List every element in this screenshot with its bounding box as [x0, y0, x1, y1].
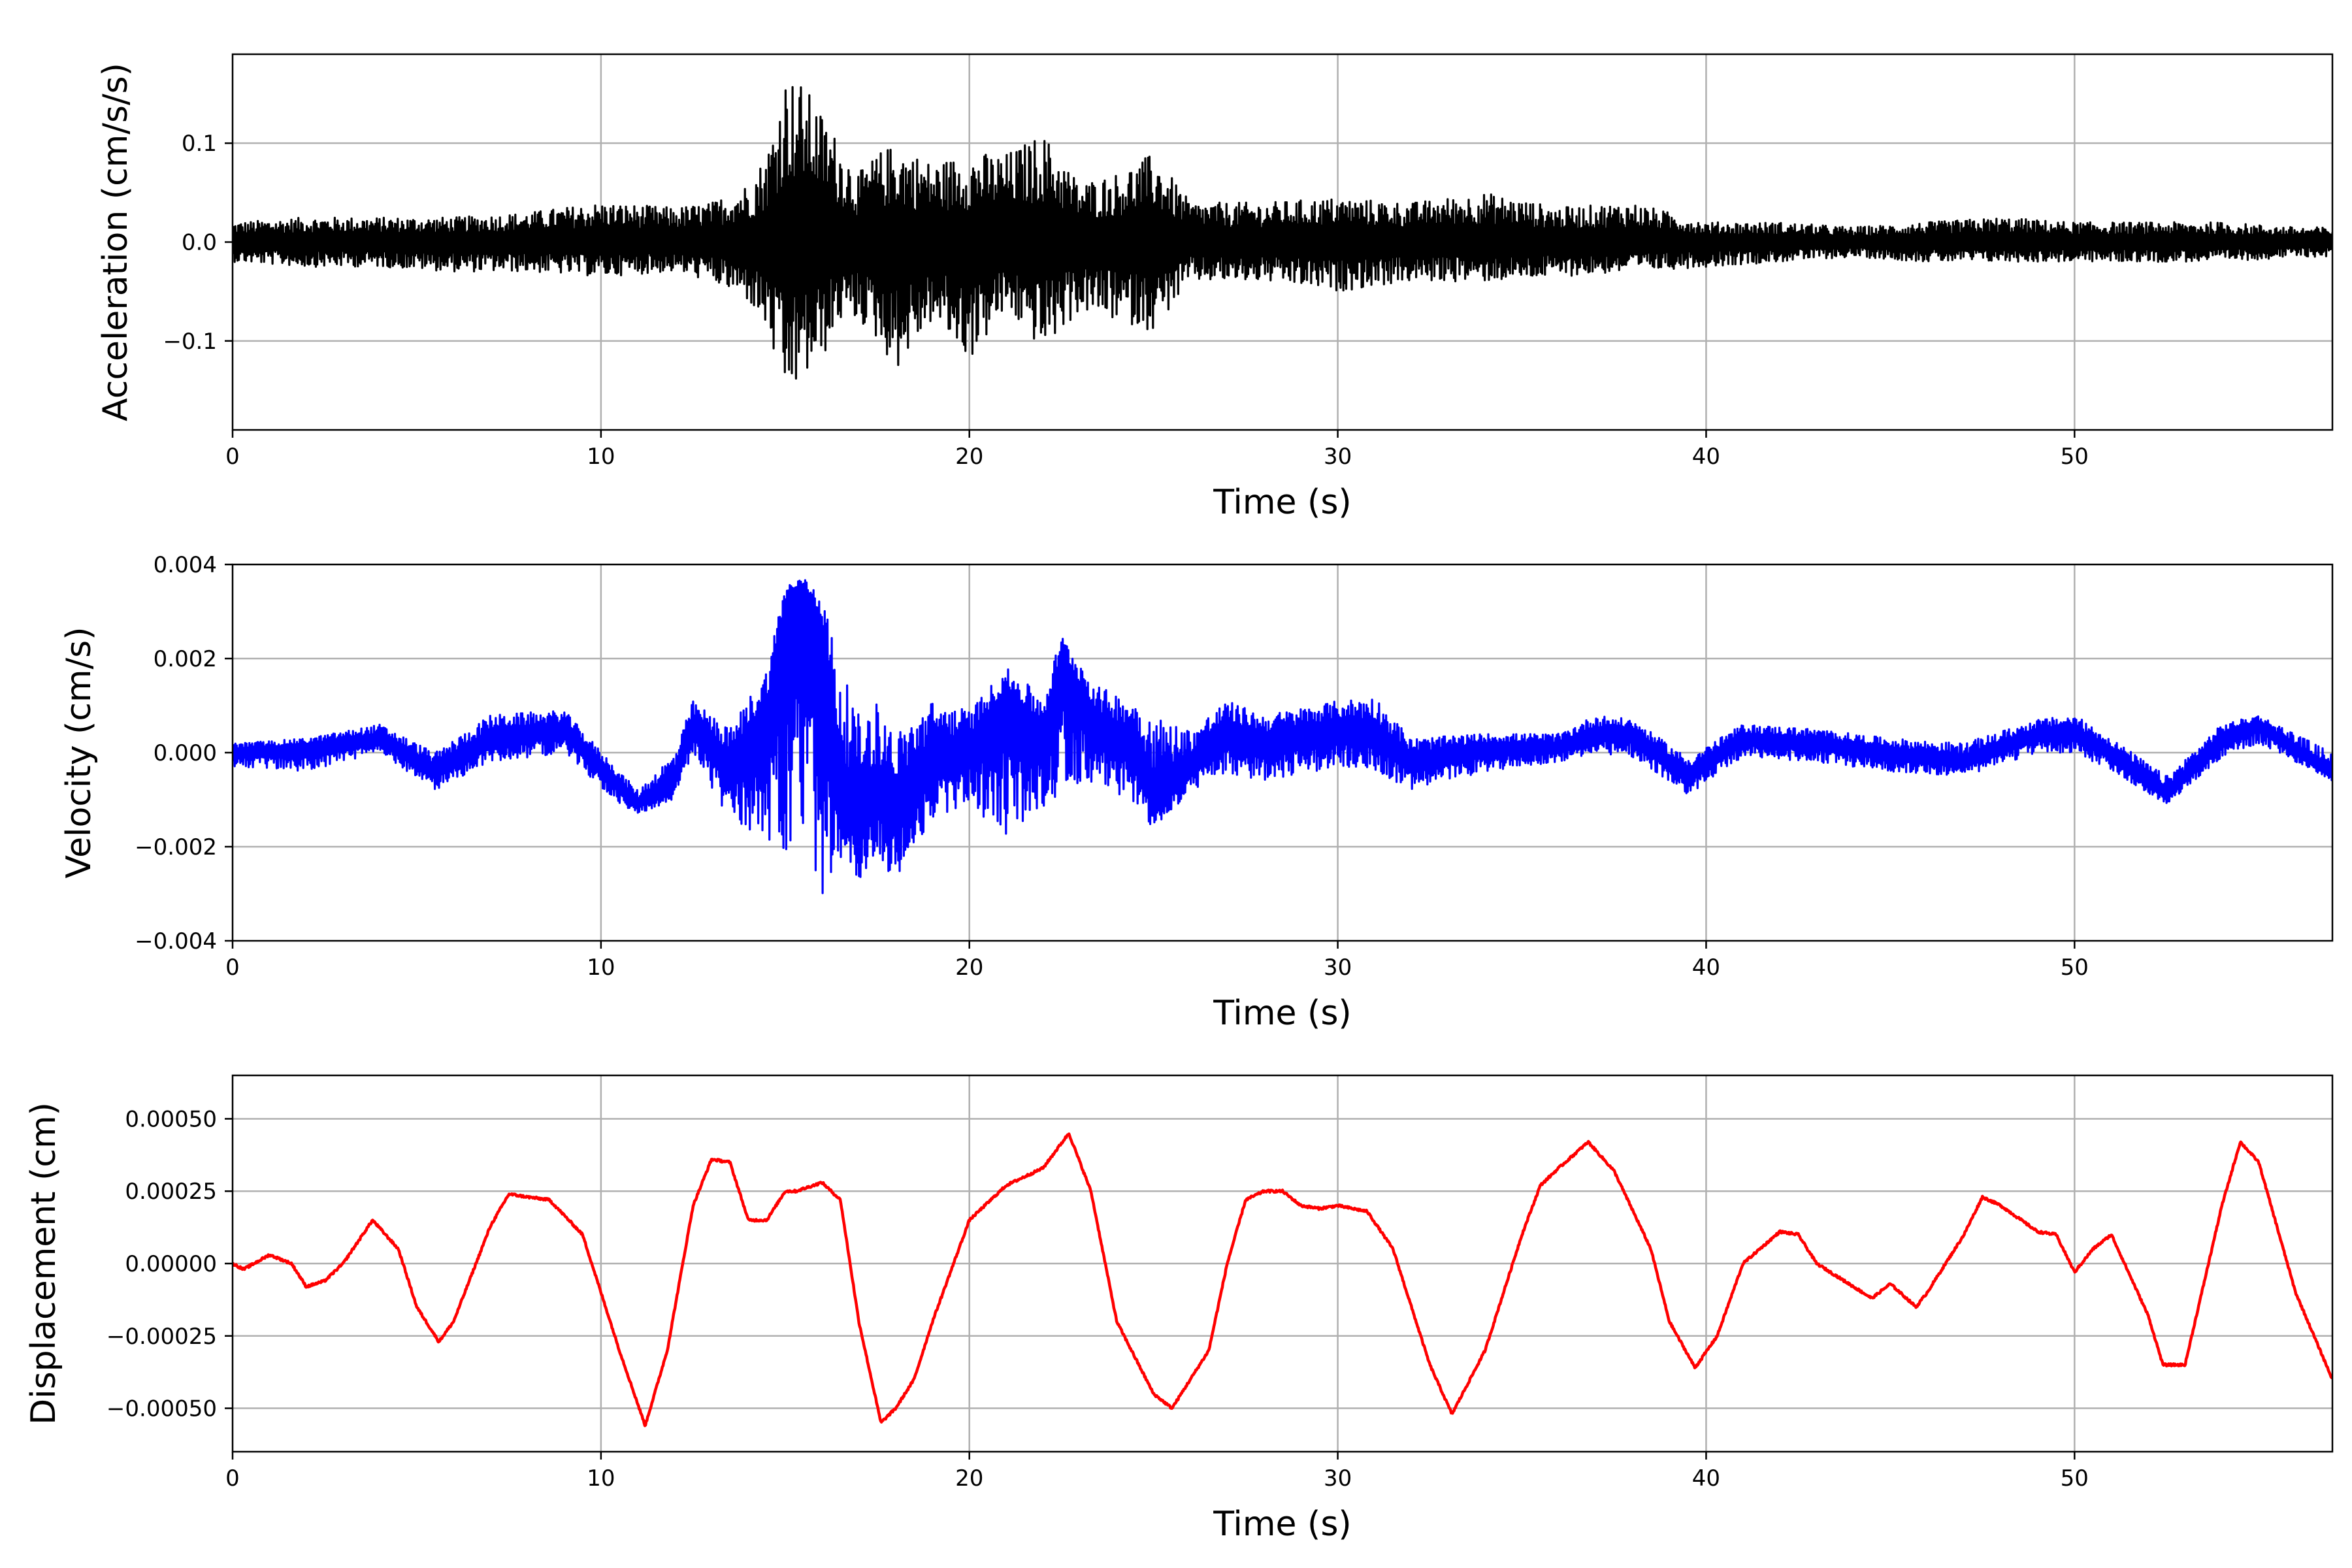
x-tick-label: 40 [1692, 955, 1720, 981]
y-tick-label: 0.00025 [125, 1179, 217, 1205]
panel-velocity: 0 10 20 30 40 50 −0.004 −0.002 0.000 0.002 0.004 Ti… [59, 552, 2334, 1033]
x-tick-label: 0 [225, 444, 240, 470]
y-tick-label: 0.000 [154, 740, 217, 766]
x-tick-label: 30 [1324, 1465, 1352, 1492]
y-tick-label: 0.0 [182, 230, 217, 256]
series-line-acceleration [233, 86, 2332, 380]
y-tick-label: −0.004 [135, 928, 217, 955]
x-tick-label: 20 [955, 955, 983, 981]
x-axis-label: Time (s) [1213, 483, 1351, 522]
x-tick-label: 10 [587, 444, 615, 470]
x-axis-label: Time (s) [1213, 994, 1351, 1033]
x-tick-label: 40 [1692, 444, 1720, 470]
y-tick-label: 0.002 [154, 646, 217, 672]
x-tick-label: 0 [225, 955, 240, 981]
panel-acceleration: 0 10 20 30 40 50 −0.1 0.0 0.1 Time (s) Acceleratio… [96, 53, 2334, 522]
x-tick-label: 30 [1324, 955, 1352, 981]
x-tick-label: 30 [1324, 444, 1352, 470]
x-tick-label: 50 [2061, 1465, 2089, 1492]
y-axis-label: Velocity (cm/s) [59, 627, 99, 879]
y-axis-label: Displacement (cm) [24, 1102, 63, 1425]
panel-displacement: 0 10 20 30 40 50 −0.00050 −0.00025 0.00000 0.0002… [24, 1074, 2334, 1544]
x-tick-label: 0 [225, 1465, 240, 1492]
x-tick-label: 10 [587, 1465, 615, 1492]
series-line-velocity [233, 579, 2332, 894]
y-tick-label: −0.00050 [106, 1396, 217, 1422]
x-tick-label: 10 [587, 955, 615, 981]
x-tick-label: 40 [1692, 1465, 1720, 1492]
y-tick-label: −0.00025 [106, 1324, 217, 1350]
y-tick-label: 0.1 [182, 131, 217, 157]
y-tick-label: 0.00050 [125, 1106, 217, 1132]
x-tick-label: 20 [955, 444, 983, 470]
x-tick-label: 50 [2061, 955, 2089, 981]
y-tick-label: 0.00000 [125, 1251, 217, 1277]
x-tick-label: 20 [955, 1465, 983, 1492]
x-tick-label: 50 [2061, 444, 2089, 470]
y-tick-label: −0.1 [163, 329, 217, 355]
y-axis-label: Acceleration (cm/s/s) [96, 63, 135, 421]
y-tick-label: −0.002 [135, 834, 217, 860]
x-axis-label: Time (s) [1213, 1505, 1351, 1544]
y-tick-label: 0.004 [154, 552, 217, 578]
series-line-displacement [233, 1132, 2332, 1428]
